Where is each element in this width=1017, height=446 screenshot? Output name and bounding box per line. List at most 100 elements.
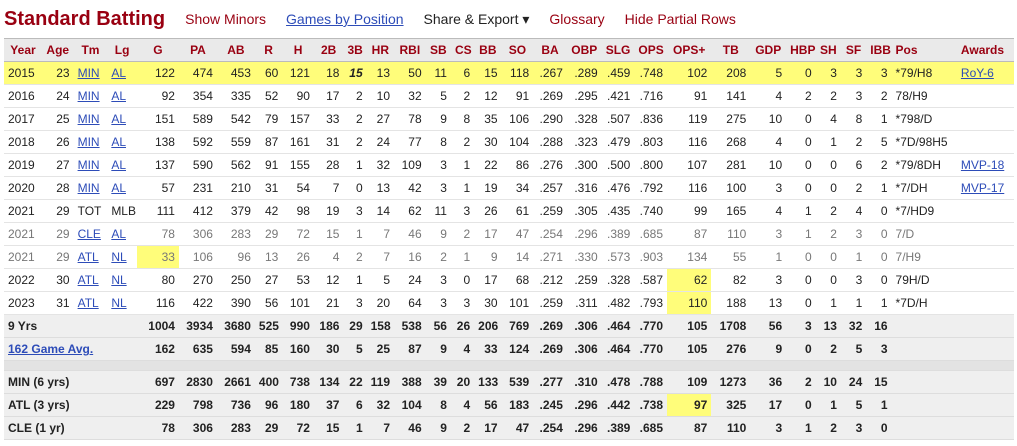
column-header[interactable]: Age [41, 38, 74, 62]
column-header[interactable]: H [282, 38, 314, 62]
show-minors-link[interactable]: Show Minors [185, 11, 267, 27]
column-header[interactable]: R [254, 38, 283, 62]
league-link[interactable]: AL [111, 135, 126, 149]
summary-cell: .310 [566, 370, 602, 394]
table-cell: 62 [394, 199, 426, 223]
team-link[interactable]: MIN [77, 181, 100, 195]
table-cell: .328 [566, 107, 602, 131]
table-cell: .435 [601, 199, 635, 223]
team-link[interactable]: MIN [77, 66, 100, 80]
column-header[interactable]: SB [425, 38, 451, 62]
table-cell: 137 [136, 153, 179, 177]
column-header[interactable]: TB [711, 38, 751, 62]
summary-cell: 29 [343, 314, 367, 338]
league-link[interactable]: AL [111, 158, 126, 172]
column-header[interactable]: BA [533, 38, 567, 62]
table-cell: .740 [634, 199, 668, 223]
summary-cell: 30 [313, 337, 344, 361]
summary-cell: 29 [254, 416, 283, 440]
column-header[interactable]: Year [4, 38, 42, 62]
share-export-menu[interactable]: Share & Export ▾ [423, 10, 530, 27]
summary-cell: 594 [216, 337, 255, 361]
column-header[interactable]: Tm [73, 38, 108, 62]
award-link[interactable]: MVP-17 [960, 181, 1005, 195]
table-cell: 134 [667, 245, 712, 269]
column-header[interactable]: SH [815, 38, 841, 62]
table-cell: MVP-17 [956, 176, 1014, 200]
table-cell: 11 [425, 199, 451, 223]
summary-cell: 3 [840, 416, 867, 440]
table-cell: .573 [601, 245, 635, 269]
table-cell: 118 [501, 61, 534, 85]
league-link[interactable]: AL [111, 227, 126, 241]
table-cell: 0 [786, 176, 816, 200]
table-cell: AL [107, 222, 137, 246]
column-header[interactable]: IBB [866, 38, 892, 62]
game-avg-link[interactable]: 162 Game Avg. [8, 342, 94, 356]
table-cell: 1 [343, 222, 367, 246]
summary-cell: 8 [425, 393, 451, 417]
award-link[interactable]: MVP-18 [960, 158, 1005, 172]
games-by-position-link[interactable]: Games by Position [286, 11, 404, 27]
column-header[interactable]: SF [840, 38, 867, 62]
glossary-link[interactable]: Glossary [549, 11, 605, 27]
column-header[interactable]: RBI [394, 38, 426, 62]
award-link[interactable]: RoY-6 [960, 66, 994, 80]
league-link[interactable]: NL [111, 296, 127, 310]
column-header[interactable]: SLG [601, 38, 635, 62]
table-cell: 14 [366, 199, 395, 223]
column-header[interactable]: G [136, 38, 179, 62]
column-header[interactable]: OPS [634, 38, 668, 62]
column-header[interactable]: OBP [566, 38, 602, 62]
column-header[interactable]: Pos [891, 38, 957, 62]
team-link[interactable]: MIN [77, 135, 100, 149]
column-header[interactable]: Lg [107, 38, 137, 62]
team-link[interactable]: MIN [77, 89, 100, 103]
column-header[interactable]: Awards [956, 38, 1014, 62]
league-link[interactable]: NL [111, 250, 127, 264]
column-header[interactable]: SO [501, 38, 534, 62]
table-cell: 17 [474, 222, 502, 246]
team-link[interactable]: ATL [77, 250, 99, 264]
table-cell: 56 [254, 291, 283, 315]
table-cell: 2023 [4, 291, 42, 315]
team-link[interactable]: ATL [77, 296, 99, 310]
table-cell: 157 [282, 107, 314, 131]
league-link[interactable]: NL [111, 273, 127, 287]
table-cell: 31 [313, 130, 344, 154]
summary-row: ATL (3 yrs) 229 798 736 96 180 37 6 32 104 8 4 56 183… [4, 393, 1014, 417]
hide-partial-rows-link[interactable]: Hide Partial Rows [624, 11, 736, 27]
league-link[interactable]: AL [111, 66, 126, 80]
column-header[interactable]: BB [474, 38, 502, 62]
column-header[interactable]: 2B [313, 38, 344, 62]
summary-cell: 2830 [178, 370, 217, 394]
column-header[interactable]: CS [450, 38, 475, 62]
column-header[interactable]: AB [216, 38, 255, 62]
column-header[interactable]: OPS+ [667, 38, 712, 62]
table-cell: 24 [41, 84, 74, 108]
table-cell: 270 [178, 268, 217, 292]
column-header[interactable]: HBP [786, 38, 816, 62]
column-header[interactable]: PA [178, 38, 217, 62]
table-cell [956, 130, 1014, 154]
team-link[interactable]: ATL [77, 273, 99, 287]
table-cell: 188 [711, 291, 751, 315]
column-header[interactable]: HR [366, 38, 395, 62]
column-header[interactable]: 3B [343, 38, 367, 62]
team-link[interactable]: MIN [77, 112, 100, 126]
column-header[interactable]: GDP [750, 38, 787, 62]
table-cell: 2 [343, 84, 367, 108]
table-cell: 32 [366, 153, 395, 177]
league-link[interactable]: AL [111, 89, 126, 103]
table-cell: 1 [840, 291, 867, 315]
team-link[interactable]: MIN [77, 158, 100, 172]
summary-cell: 635 [178, 337, 217, 361]
league-link[interactable]: AL [111, 181, 126, 195]
table-cell: .507 [601, 107, 635, 131]
league-link[interactable]: AL [111, 112, 126, 126]
team-link[interactable]: CLE [77, 227, 101, 241]
summary-cell: .269 [533, 337, 567, 361]
table-cell: 91 [501, 84, 534, 108]
summary-cell: 186 [313, 314, 344, 338]
summary-cell: 3934 [178, 314, 217, 338]
